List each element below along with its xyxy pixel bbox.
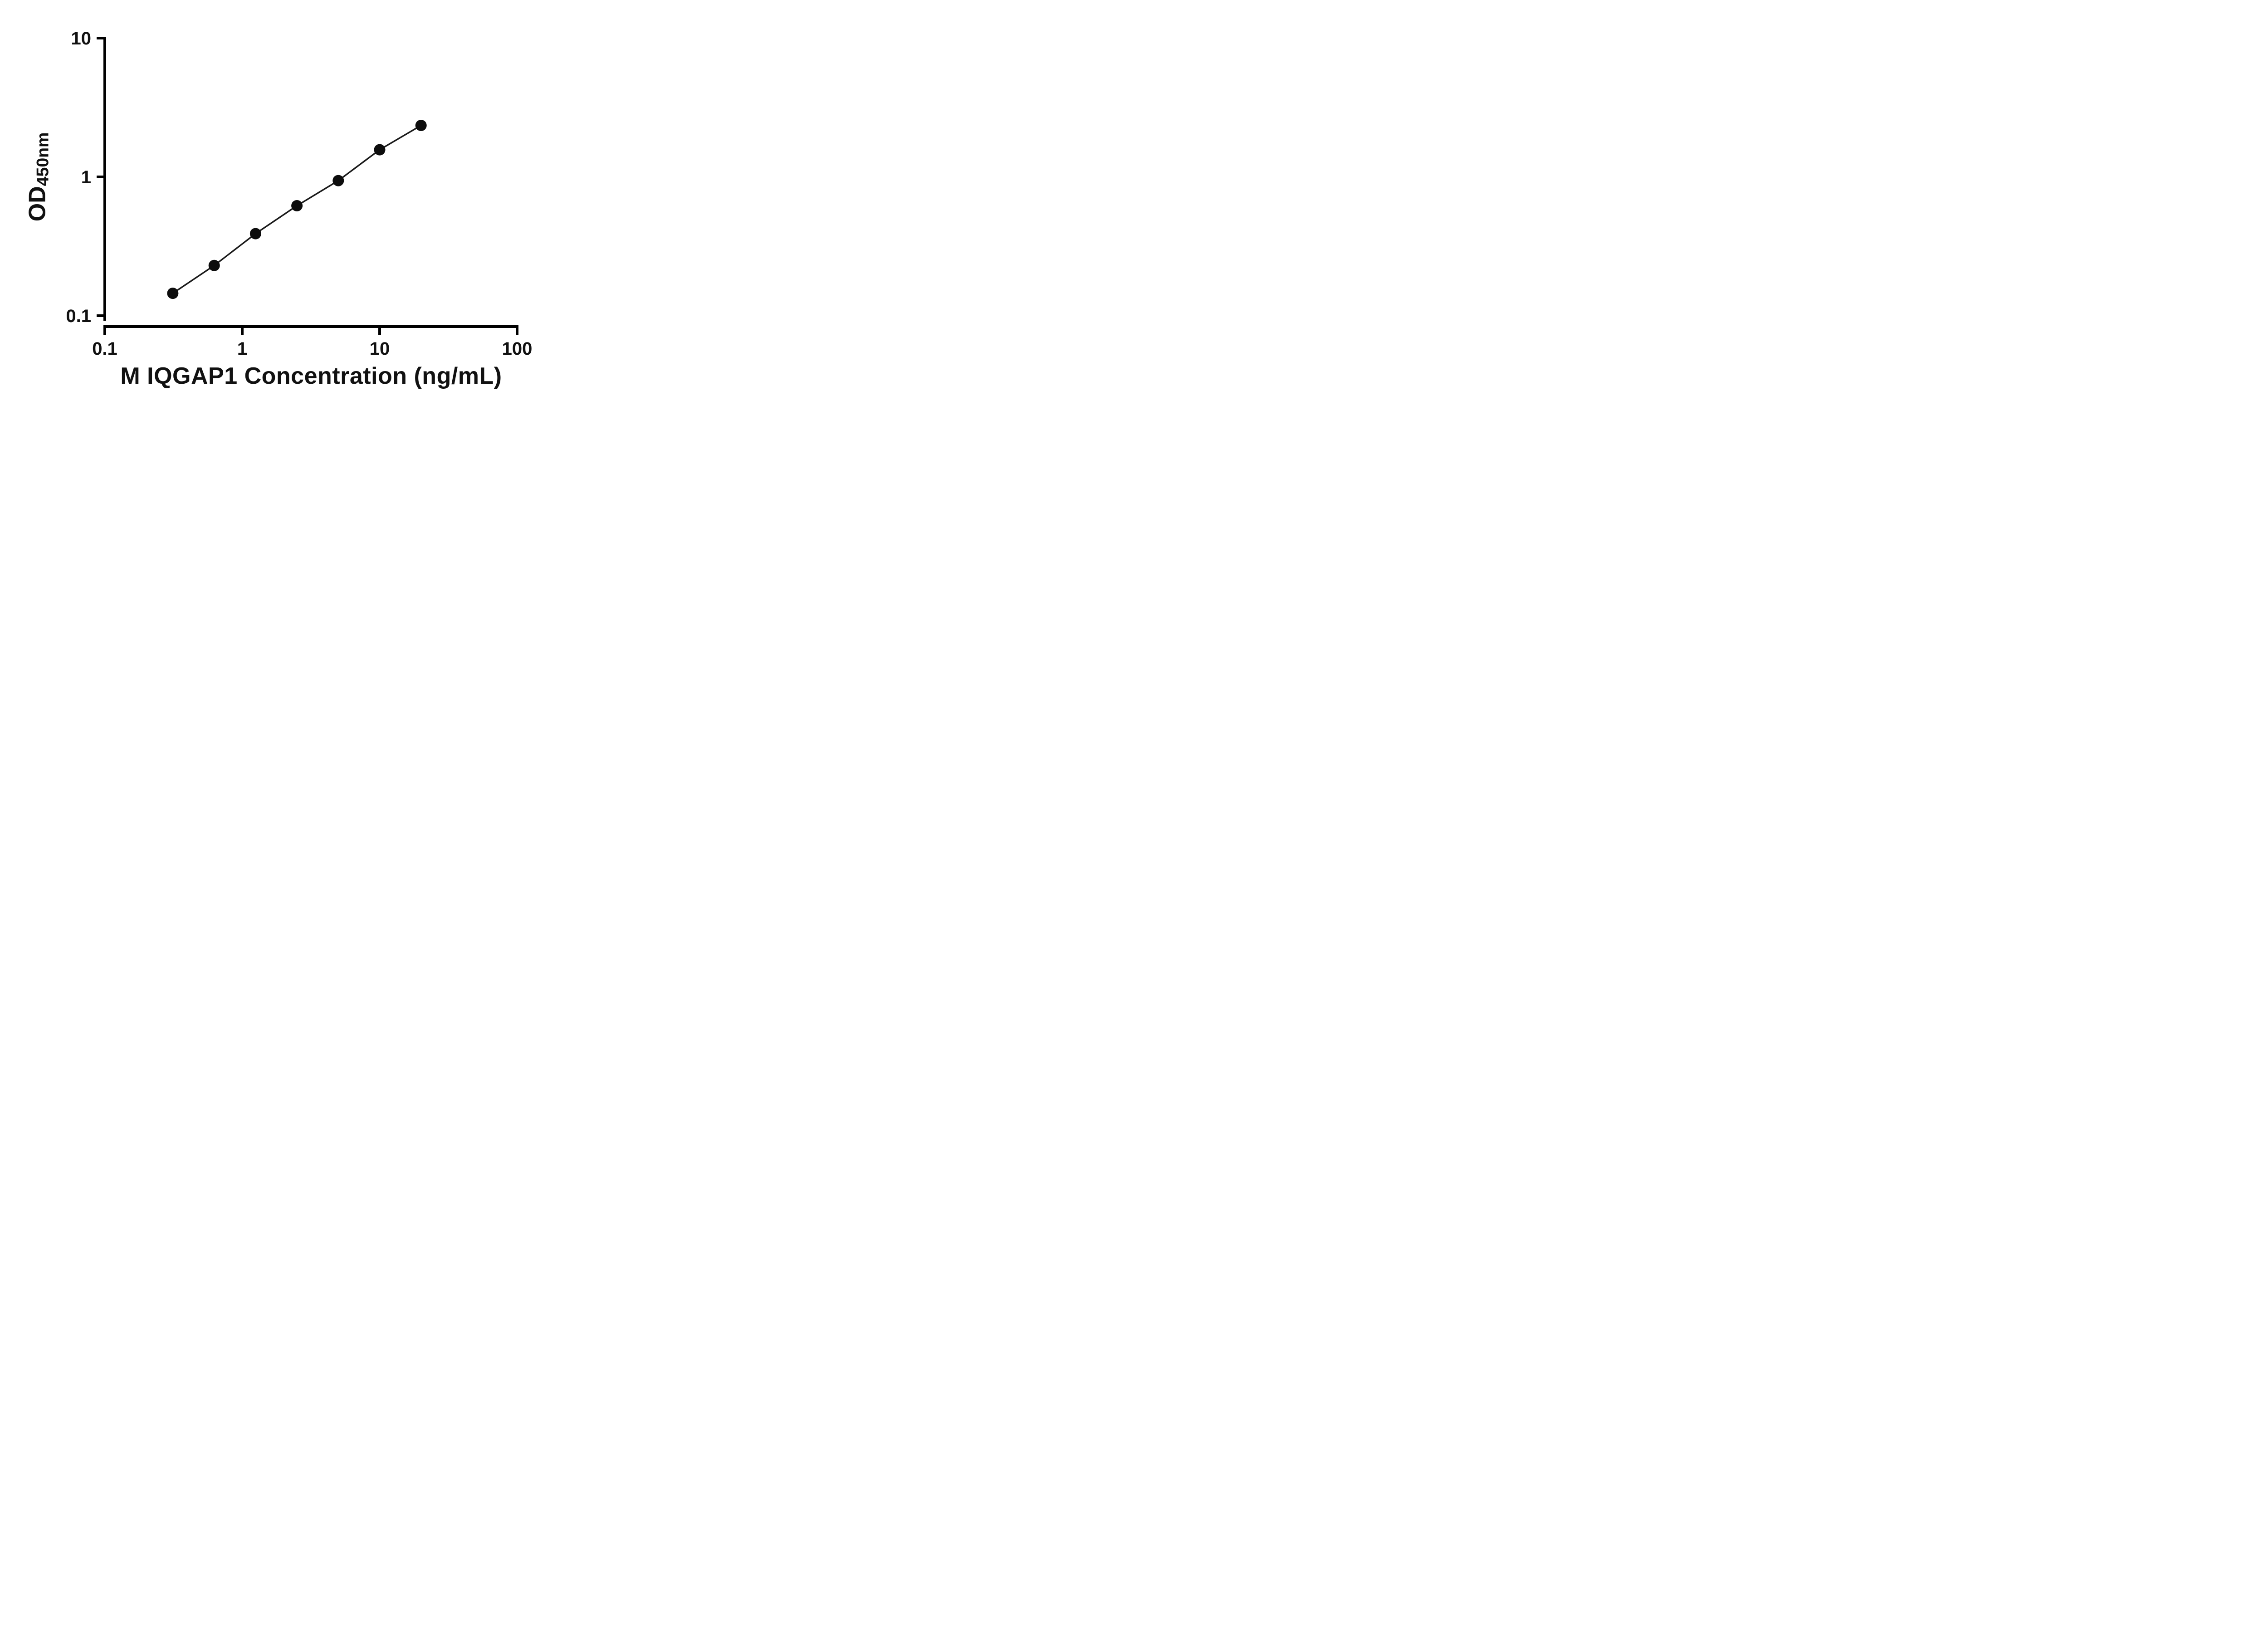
x-tick-label: 1 <box>237 339 247 359</box>
x-axis-title: M IQGAP1 Concentration (ng/mL) <box>120 363 502 389</box>
y-axis-title-main: OD <box>24 186 51 222</box>
y-tick-label: 0.1 <box>66 306 91 326</box>
y-axis-title: OD450nm <box>24 132 53 222</box>
y-axis-title-subscript: 450nm <box>33 132 52 186</box>
x-tick-label: 10 <box>370 339 390 359</box>
standard-curve-plot: 0.1 1 10 0.1 1 10 100 <box>66 29 533 359</box>
data-point <box>208 259 220 271</box>
y-tick-label: 1 <box>81 167 91 187</box>
x-tick-label: 100 <box>502 339 533 359</box>
data-point <box>332 175 344 186</box>
data-point <box>415 120 427 131</box>
data-point <box>374 144 386 156</box>
data-point <box>249 228 261 240</box>
data-point <box>291 200 303 211</box>
x-tick-label: 0.1 <box>92 339 117 359</box>
y-tick-label: 10 <box>71 29 92 49</box>
chart-canvas: 0.1 1 10 0.1 1 10 100 M IQGAP1 Concentration (… <box>0 0 572 408</box>
data-point <box>167 288 179 299</box>
